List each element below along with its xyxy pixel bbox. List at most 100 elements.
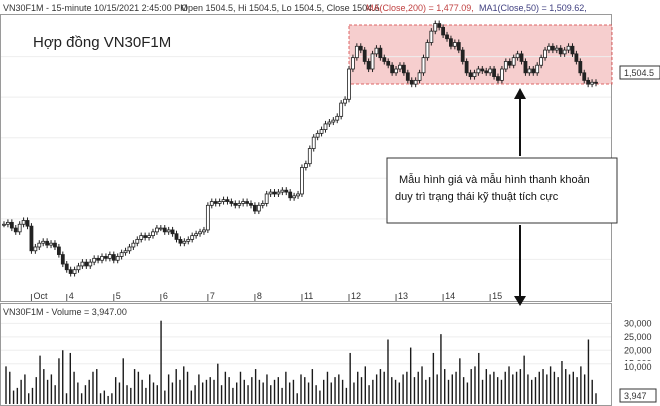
candle-body	[527, 68, 532, 74]
candle-body	[21, 220, 26, 225]
volume-tick-label: 25,000	[624, 332, 652, 342]
candle-body	[49, 242, 53, 246]
candle-body	[186, 239, 191, 242]
candle-body	[241, 201, 246, 204]
candle-body	[123, 250, 128, 254]
candle-body	[366, 61, 371, 70]
x-axis-ticks: Oct 4 5 6 7 8 11 12 13 14 15	[30, 291, 502, 301]
candle-body	[202, 229, 206, 233]
candle-body	[547, 45, 551, 51]
candle-body	[413, 79, 418, 85]
candle-body	[25, 220, 30, 227]
candle-body	[107, 254, 112, 259]
volume-mid-tag: 10,000	[624, 362, 652, 372]
candle-body	[554, 47, 559, 51]
candle-body	[386, 61, 391, 66]
x-tick-label: 14	[445, 291, 455, 301]
candle-body	[280, 189, 285, 193]
candle-body	[135, 239, 140, 244]
candle-body	[272, 191, 277, 195]
candle-body	[586, 79, 591, 85]
annotation-box	[386, 157, 618, 224]
candle-body	[260, 203, 265, 206]
candle-body	[492, 68, 496, 77]
candle-body	[111, 254, 116, 261]
candle-body	[288, 191, 293, 199]
candle-body	[358, 45, 363, 51]
candle-body	[519, 53, 524, 62]
candle-body	[515, 53, 520, 59]
candle-body	[205, 204, 210, 231]
candle-body	[523, 61, 528, 74]
candle-body	[578, 61, 583, 74]
candle-body	[394, 68, 398, 74]
candle-body	[543, 49, 547, 59]
candle-body	[178, 239, 183, 244]
candle-body	[9, 221, 14, 229]
candle-body	[249, 203, 253, 206]
arrow-down-head	[514, 296, 526, 306]
candle-body	[276, 191, 281, 195]
candle-body	[507, 61, 512, 66]
candle-body	[96, 257, 100, 261]
candle-body	[558, 47, 563, 55]
candle-body	[370, 53, 375, 70]
candle-body	[570, 45, 575, 55]
candle-body	[382, 57, 387, 62]
candle-body	[566, 45, 571, 51]
candle-body	[445, 34, 449, 40]
candle-body	[198, 231, 202, 235]
candle-body	[268, 191, 273, 195]
candle-body	[45, 240, 50, 246]
candle-body	[503, 61, 508, 70]
candle-body	[158, 227, 163, 230]
volume-tag-box	[619, 388, 657, 403]
candle-body	[13, 227, 18, 233]
header-ma200: MA(Close,200) = 1,477.09,	[366, 3, 474, 13]
volume-tick-label: 30,000	[624, 318, 652, 328]
candle-body	[41, 240, 46, 244]
candle-body	[401, 64, 406, 74]
candle-body	[166, 229, 171, 233]
candle-body	[449, 38, 453, 47]
candle-body	[292, 195, 297, 199]
candle-body	[225, 199, 230, 202]
header-ma50: MA1(Close,50) = 1,509.62,	[479, 3, 587, 13]
candle-body	[307, 148, 312, 165]
candle-body	[343, 98, 347, 104]
candle-body	[174, 233, 179, 240]
candle-body	[562, 49, 567, 55]
x-tick-label: 15	[492, 291, 502, 301]
candle-body	[190, 235, 195, 240]
candle-body	[319, 129, 324, 134]
candle-body	[500, 68, 504, 81]
candle-body	[76, 265, 81, 271]
candle-body	[127, 246, 132, 252]
x-tick-label: 8	[257, 291, 262, 301]
candle-body	[300, 167, 304, 195]
candle-body	[17, 223, 22, 233]
candle-body	[209, 201, 214, 206]
candle-body	[80, 261, 85, 267]
candle-body	[398, 64, 402, 70]
candle-body	[351, 57, 355, 70]
candle-body	[550, 45, 555, 51]
candle-body	[72, 269, 77, 274]
candle-body	[68, 269, 73, 274]
candle-body	[390, 64, 395, 74]
candle-body	[284, 189, 289, 193]
candle-body	[374, 47, 379, 55]
x-tick-label: 12	[351, 291, 361, 301]
annotation-line-1: Mẫu hình giá và mẫu hình thanh khoản	[399, 173, 590, 186]
candle-body	[139, 235, 144, 240]
candle-body	[253, 204, 257, 212]
x-tick-label: 7	[210, 291, 215, 301]
candle-body	[33, 246, 38, 252]
candle-body	[574, 53, 579, 62]
candle-body	[29, 225, 34, 252]
price-tag-label: 1,504.5	[624, 68, 654, 78]
candle-body	[170, 229, 175, 235]
candle-body	[303, 163, 308, 168]
